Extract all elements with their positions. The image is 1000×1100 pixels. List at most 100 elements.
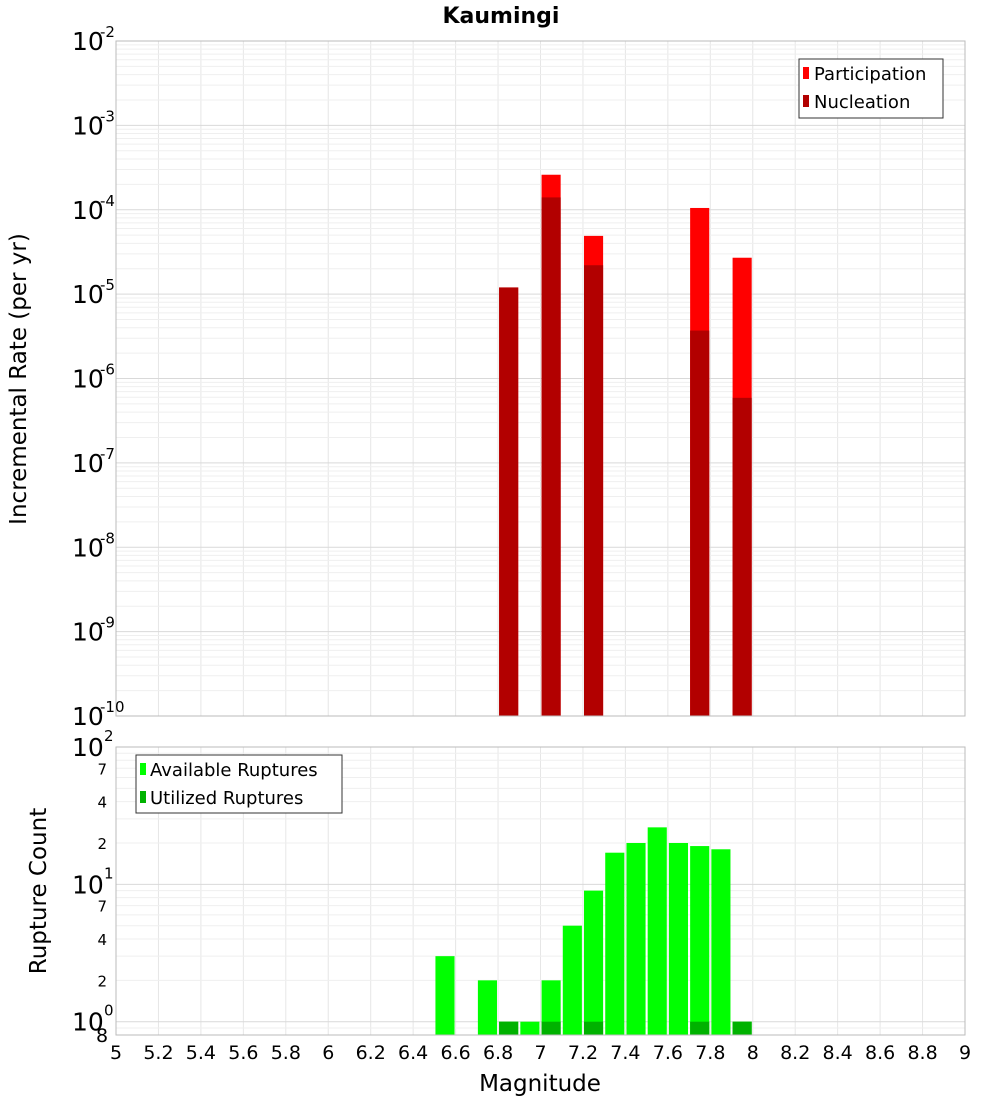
nucleation-legend-swatch — [803, 95, 809, 107]
svg-text:10: 10 — [72, 196, 104, 225]
utilized-ruptures-bar — [690, 1021, 710, 1035]
x-tick-label: 6.4 — [398, 1042, 428, 1064]
x-tick-label: 6.2 — [356, 1042, 386, 1064]
available-ruptures-bar — [690, 846, 710, 1035]
top-y-tick-label: 10-3 — [72, 107, 115, 140]
x-tick-label: 5.2 — [143, 1042, 173, 1064]
x-tick-label: 5.8 — [271, 1042, 301, 1064]
nucleation-bar — [541, 197, 561, 717]
utilized-ruptures-bar — [732, 1021, 752, 1035]
svg-text:-5: -5 — [100, 276, 115, 294]
x-tick-label: 7.4 — [610, 1042, 640, 1064]
x-tick-label: 7.6 — [653, 1042, 683, 1064]
utilized-ruptures-bar — [541, 1021, 561, 1035]
participation-legend-swatch — [803, 67, 809, 79]
utilized-legend-swatch — [140, 791, 146, 803]
x-tick-label: 5 — [110, 1042, 122, 1064]
nucleation-legend-label: Nucleation — [814, 92, 910, 113]
available-ruptures-bar — [520, 1021, 540, 1035]
utilized-ruptures-bar — [584, 1021, 604, 1035]
available-ruptures-bar — [668, 843, 689, 1035]
x-tick-label: 7.8 — [695, 1042, 725, 1064]
x-tick-label: 8.2 — [780, 1042, 810, 1064]
svg-text:10: 10 — [72, 702, 104, 731]
top-y-tick-label: 10-5 — [72, 276, 115, 309]
bottom-y-axis-min-label: 8 — [96, 1025, 108, 1047]
top-y-axis-label: Incremental Rate (per yr) — [6, 233, 32, 525]
top-plot-frame — [115, 40, 966, 717]
top-bars — [499, 174, 752, 717]
x-tick-label: 6 — [322, 1042, 334, 1064]
available-legend-swatch — [140, 763, 146, 775]
top-legend: Participation Nucleation — [798, 58, 944, 119]
top-y-tick-labels: 10-210-310-410-510-610-710-810-910-10 — [72, 23, 125, 731]
svg-text:0: 0 — [104, 1002, 114, 1020]
bottom-y-decade-label: 10 2 — [72, 727, 114, 762]
svg-text:10: 10 — [72, 27, 104, 56]
svg-text:10: 10 — [72, 533, 104, 562]
x-tick-label: 7.2 — [568, 1042, 598, 1064]
top-y-tick-label: 10-7 — [72, 445, 115, 478]
bottom-y-minor-label: 2 — [97, 972, 107, 990]
available-ruptures-bar — [626, 843, 646, 1035]
top-y-tick-label: 10-2 — [72, 23, 115, 56]
x-tick-label: 6.8 — [483, 1042, 513, 1064]
available-legend-label: Available Ruptures — [150, 760, 318, 781]
top-y-tick-label: 10-9 — [72, 614, 115, 647]
nucleation-bar — [732, 397, 752, 716]
bottom-y-decade-label: 10 1 — [72, 864, 114, 899]
bottom-y-decade-label: 10 0 — [72, 1002, 114, 1037]
available-ruptures-bar — [541, 980, 561, 1035]
svg-text:10: 10 — [72, 618, 104, 647]
nucleation-bar — [584, 265, 604, 716]
available-ruptures-bar — [647, 827, 667, 1035]
x-tick-label: 8.8 — [907, 1042, 937, 1064]
svg-text:10: 10 — [72, 111, 104, 140]
bottom-y-minor-label: 7 — [97, 898, 107, 916]
svg-text:10: 10 — [72, 1008, 104, 1037]
x-tick-label: 8.4 — [823, 1042, 853, 1064]
svg-text:-6: -6 — [100, 361, 115, 379]
bottom-legend: Available Ruptures Utilized Ruptures — [135, 754, 343, 814]
participation-legend-label: Participation — [814, 64, 926, 85]
bottom-y-minor-label: 4 — [97, 794, 107, 812]
x-axis-label: Magnitude — [479, 1071, 601, 1097]
incremental-rate-panel: 10-210-310-410-510-610-710-810-910-10 In… — [6, 23, 966, 731]
svg-text:-8: -8 — [100, 529, 115, 547]
svg-text:-4: -4 — [100, 192, 115, 210]
available-ruptures-bar — [605, 852, 625, 1035]
x-tick-label: 8 — [747, 1042, 759, 1064]
bottom-y-axis-label: Rupture Count — [26, 808, 52, 974]
bottom-bars — [435, 827, 752, 1035]
svg-text:10: 10 — [72, 870, 104, 899]
top-y-tick-label: 10-8 — [72, 529, 115, 562]
nucleation-bar — [499, 287, 519, 716]
available-ruptures-bar — [562, 925, 582, 1035]
x-tick-labels: 5 5.2 5.4 5.6 5.8 6 6.2 6.4 6.6 6.8 7 7.2 7.4 7.6 7.8 8… — [110, 1042, 971, 1064]
x-tick-label: 9 — [959, 1042, 971, 1064]
svg-text:10: 10 — [72, 733, 104, 762]
x-tick-label: 7 — [534, 1042, 546, 1064]
available-ruptures-bar — [435, 956, 455, 1035]
bottom-plot-frame — [115, 746, 966, 1036]
x-tick-label: 8.6 — [865, 1042, 895, 1064]
svg-text:1: 1 — [104, 864, 114, 882]
x-tick-label: 5.4 — [186, 1042, 216, 1064]
top-y-tick-label: 10-6 — [72, 361, 115, 394]
available-ruptures-bar — [477, 980, 497, 1035]
svg-text:2: 2 — [104, 727, 114, 745]
nucleation-bar — [690, 330, 710, 716]
top-gridlines — [115, 40, 966, 717]
top-legend-box — [798, 58, 944, 119]
utilized-ruptures-bar — [499, 1021, 519, 1035]
svg-text:-7: -7 — [100, 445, 115, 463]
bottom-y-minor-label: 2 — [97, 835, 107, 853]
top-y-tick-label: 10-4 — [72, 192, 115, 225]
bottom-y-minor-label: 7 — [97, 760, 107, 778]
svg-text:10: 10 — [72, 365, 104, 394]
svg-text:10: 10 — [72, 280, 104, 309]
svg-text:10: 10 — [72, 449, 104, 478]
svg-text:-9: -9 — [100, 614, 115, 632]
